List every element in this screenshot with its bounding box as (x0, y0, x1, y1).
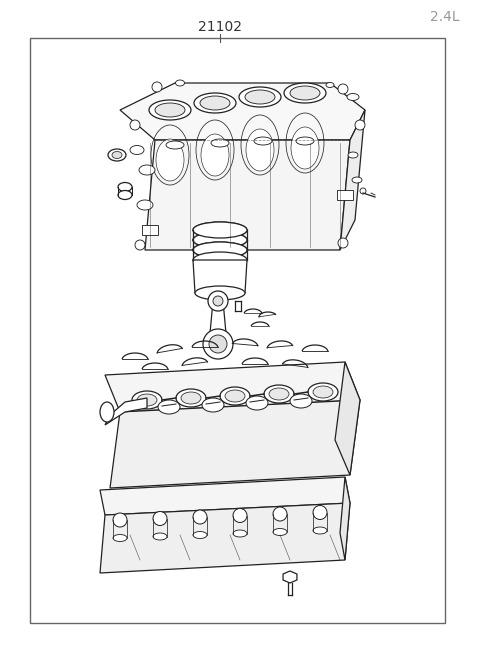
Ellipse shape (112, 151, 122, 159)
Ellipse shape (118, 183, 132, 191)
Ellipse shape (348, 152, 358, 158)
Ellipse shape (193, 242, 247, 258)
Ellipse shape (155, 103, 185, 117)
Ellipse shape (246, 129, 274, 171)
Circle shape (193, 510, 207, 524)
Ellipse shape (156, 139, 184, 181)
Ellipse shape (211, 139, 229, 147)
Ellipse shape (193, 222, 247, 238)
Ellipse shape (100, 402, 114, 422)
Ellipse shape (200, 96, 230, 110)
Circle shape (360, 188, 366, 194)
Circle shape (338, 238, 348, 248)
Ellipse shape (130, 145, 144, 155)
Ellipse shape (326, 83, 334, 88)
Ellipse shape (194, 93, 236, 113)
Ellipse shape (254, 137, 272, 145)
Polygon shape (120, 83, 365, 140)
Circle shape (152, 82, 162, 92)
Ellipse shape (176, 80, 184, 86)
Ellipse shape (193, 222, 247, 238)
Circle shape (203, 329, 233, 359)
Ellipse shape (137, 200, 153, 210)
Ellipse shape (132, 391, 162, 409)
Ellipse shape (352, 177, 362, 183)
Ellipse shape (233, 530, 247, 537)
Polygon shape (209, 301, 227, 344)
Ellipse shape (245, 90, 275, 104)
Ellipse shape (246, 396, 268, 410)
Ellipse shape (137, 394, 157, 406)
Ellipse shape (181, 392, 201, 404)
Circle shape (355, 120, 365, 130)
Ellipse shape (166, 141, 184, 149)
Circle shape (338, 84, 348, 94)
Polygon shape (340, 477, 350, 560)
Ellipse shape (193, 232, 247, 248)
Polygon shape (193, 260, 247, 293)
Ellipse shape (284, 83, 326, 103)
Circle shape (273, 507, 287, 521)
Ellipse shape (239, 87, 281, 107)
Ellipse shape (290, 86, 320, 100)
Ellipse shape (158, 400, 180, 414)
Polygon shape (100, 477, 350, 515)
Ellipse shape (202, 398, 224, 412)
Polygon shape (283, 571, 297, 583)
Ellipse shape (193, 531, 207, 538)
Bar (30, 38, 445, 623)
Circle shape (313, 506, 327, 519)
Ellipse shape (149, 100, 191, 120)
Ellipse shape (313, 386, 333, 398)
Polygon shape (110, 400, 360, 488)
Polygon shape (340, 110, 365, 250)
Ellipse shape (139, 165, 155, 175)
Ellipse shape (193, 242, 247, 258)
Circle shape (209, 335, 227, 353)
Text: 21102: 21102 (198, 20, 242, 34)
Ellipse shape (108, 149, 126, 161)
Ellipse shape (273, 529, 287, 536)
Polygon shape (145, 140, 350, 250)
Text: 2.4L: 2.4L (430, 10, 460, 24)
Bar (142, 225, 158, 235)
Ellipse shape (195, 286, 245, 300)
Ellipse shape (118, 191, 132, 200)
Circle shape (233, 508, 247, 523)
Ellipse shape (313, 527, 327, 534)
Circle shape (135, 240, 145, 250)
Circle shape (130, 120, 140, 130)
Circle shape (208, 291, 228, 311)
Ellipse shape (193, 232, 247, 248)
Polygon shape (335, 362, 360, 475)
Ellipse shape (308, 383, 338, 401)
Ellipse shape (347, 94, 359, 100)
Ellipse shape (153, 533, 167, 540)
Ellipse shape (296, 137, 314, 145)
Polygon shape (100, 503, 350, 573)
Ellipse shape (193, 252, 247, 268)
Ellipse shape (291, 127, 319, 169)
Circle shape (153, 512, 167, 525)
Ellipse shape (220, 387, 250, 405)
Polygon shape (105, 398, 147, 425)
Ellipse shape (113, 534, 127, 542)
Circle shape (113, 513, 127, 527)
Ellipse shape (201, 134, 229, 176)
Polygon shape (105, 362, 360, 412)
Ellipse shape (269, 388, 289, 400)
Ellipse shape (290, 394, 312, 408)
Ellipse shape (225, 390, 245, 402)
Bar (337, 190, 353, 200)
Ellipse shape (264, 385, 294, 403)
Circle shape (213, 296, 223, 306)
Ellipse shape (176, 389, 206, 407)
